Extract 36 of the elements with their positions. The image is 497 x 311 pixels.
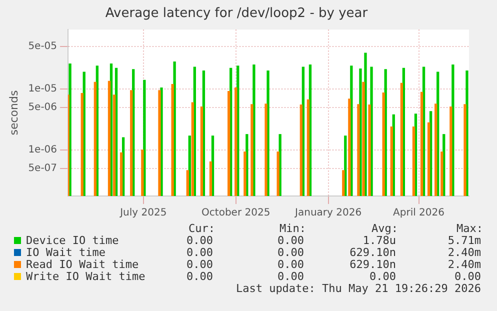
text: Last update: Thu May 21 19:26:29 2026	[236, 282, 481, 295]
text: Avg:	[372, 222, 398, 235]
text: 1.78u	[362, 234, 396, 247]
y-axis-title: seconds	[7, 90, 20, 136]
text: 5.71m	[448, 234, 481, 247]
text: 0.00	[278, 270, 304, 283]
text: 629.10n	[350, 246, 396, 259]
text: 0.00	[186, 246, 213, 259]
text: 0.00	[186, 234, 213, 247]
y-tick-label: 1e-06	[28, 144, 58, 156]
text: 0.00	[278, 258, 304, 271]
y-tick-label: 1e-05	[28, 84, 58, 95]
y-tick-label: 5e-06	[28, 102, 58, 114]
text: Cur:	[188, 222, 215, 235]
text: 629.10n	[350, 258, 396, 271]
x-tick-label: January 2026	[294, 208, 362, 219]
text: 0.00	[186, 258, 213, 271]
text: 2.40m	[448, 258, 481, 271]
legend-label: Device IO time	[26, 234, 119, 247]
text: 2.40m	[448, 246, 481, 259]
text: 0.00	[186, 270, 213, 283]
chart-title: Average latency for /dev/loop2 - by year	[105, 6, 368, 22]
text: 0.00	[454, 270, 481, 283]
text: Min:	[280, 222, 306, 235]
y-tick-label: 5e-07	[28, 162, 58, 174]
legend-label: IO Wait time	[26, 246, 106, 259]
legend-label: Read IO Wait time	[26, 258, 139, 271]
text: Max:	[456, 222, 483, 235]
text: 0.00	[278, 246, 304, 259]
y-tick-label: 5e-05	[28, 41, 58, 52]
text: 0.00	[278, 234, 304, 247]
x-tick-label: April 2026	[393, 208, 444, 219]
x-tick-label: October 2025	[202, 208, 270, 219]
x-tick-label: July 2025	[119, 208, 167, 219]
legend-label: Write IO Wait time	[26, 270, 146, 283]
text: 0.00	[370, 270, 396, 283]
